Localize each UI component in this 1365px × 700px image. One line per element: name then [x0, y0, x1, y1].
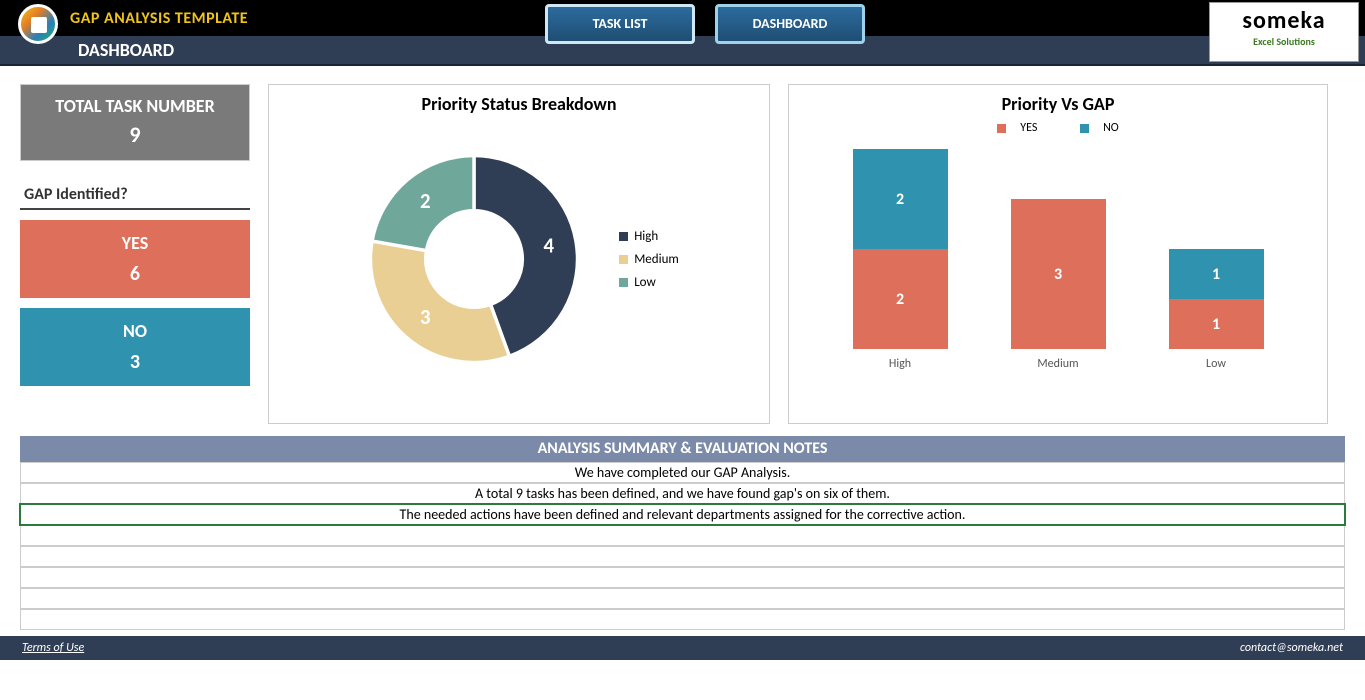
- bar-segment-yes: 2: [853, 249, 948, 349]
- logo: someka Excel Solutions: [1209, 2, 1359, 62]
- summary-row-empty[interactable]: [20, 609, 1345, 630]
- logo-text: someka: [1210, 6, 1358, 35]
- dashboard-button[interactable]: DASHBOARD: [715, 4, 865, 44]
- footer-bar: Terms of Use contact@someka.net: [0, 636, 1365, 660]
- bar-group: 11 Low: [1169, 249, 1264, 371]
- donut-slice: [371, 241, 510, 362]
- donut-slice-value: 4: [544, 233, 555, 259]
- donut-chart-card: Priority Status Breakdown 4 3 2 High Medium…: [268, 84, 770, 424]
- summary-row-empty[interactable]: [20, 525, 1345, 546]
- donut-legend-item: High: [619, 229, 679, 244]
- summary-header: ANALYSIS SUMMARY & EVALUATION NOTES: [20, 436, 1345, 462]
- summary-row[interactable]: A total 9 tasks has been defined, and we…: [20, 483, 1345, 504]
- dashboard-body: TOTAL TASK NUMBER 9 GAP Identified? YES …: [0, 66, 1365, 434]
- app-title: GAP ANALYSIS TEMPLATE: [70, 9, 248, 28]
- bar-legend-no: NO: [1103, 121, 1119, 135]
- sub-header: DASHBOARD TASK LIST DASHBOARD someka Exc…: [0, 36, 1365, 66]
- bar-chart-title: Priority Vs GAP: [801, 93, 1315, 115]
- bar-group: 3 Medium: [1011, 199, 1106, 371]
- bar-legend-yes: YES: [1020, 121, 1037, 135]
- gap-identified-header: GAP Identified?: [20, 179, 250, 210]
- bar-category-label: High: [853, 357, 948, 371]
- gap-no-label: NO: [20, 320, 250, 342]
- gap-no-value: 3: [20, 350, 250, 374]
- bar-segment-yes: 1: [1169, 299, 1264, 349]
- bar-category-label: Medium: [1011, 357, 1106, 371]
- total-tasks-value: 9: [21, 121, 249, 148]
- total-tasks-card: TOTAL TASK NUMBER 9: [20, 84, 250, 161]
- summary-row-empty[interactable]: [20, 567, 1345, 588]
- bar-segment-no: 2: [853, 149, 948, 249]
- bar-group: 22 High: [853, 149, 948, 371]
- gap-yes-card: YES 6: [20, 220, 250, 298]
- bars-container: 22 High 3 Medium 11 Low: [801, 141, 1315, 371]
- donut-chart-title: Priority Status Breakdown: [281, 93, 757, 115]
- page-title: DASHBOARD: [78, 39, 174, 61]
- summary-row-empty[interactable]: [20, 588, 1345, 609]
- metrics-column: TOTAL TASK NUMBER 9 GAP Identified? YES …: [20, 84, 250, 424]
- contact-email[interactable]: contact@someka.net: [1240, 641, 1343, 655]
- bar-category-label: Low: [1169, 357, 1264, 371]
- terms-link[interactable]: Terms of Use: [22, 641, 84, 655]
- bar-segment-no: 1: [1169, 249, 1264, 299]
- donut-chart-svg: 4 3 2: [359, 144, 589, 374]
- bar-chart-card: Priority Vs GAP YES NO 22 High 3 Medium 11 Lo…: [788, 84, 1328, 424]
- summary-row[interactable]: The needed actions have been defined and…: [20, 504, 1345, 525]
- nav-buttons: TASK LIST DASHBOARD: [545, 4, 865, 44]
- donut-slice-value: 2: [420, 188, 431, 214]
- summary-row[interactable]: We have completed our GAP Analysis.: [20, 462, 1345, 483]
- gap-no-card: NO 3: [20, 308, 250, 386]
- app-icon: [18, 4, 58, 44]
- bar-chart-legend: YES NO: [801, 121, 1315, 135]
- donut-legend: High Medium Low: [619, 221, 679, 298]
- bar-segment-yes: 3: [1011, 199, 1106, 349]
- logo-subtext: Excel Solutions: [1210, 35, 1358, 48]
- summary-row-empty[interactable]: [20, 546, 1345, 567]
- task-list-button[interactable]: TASK LIST: [545, 4, 695, 44]
- donut-legend-item: Medium: [619, 252, 679, 267]
- donut-slice-value: 3: [420, 304, 431, 330]
- total-tasks-label: TOTAL TASK NUMBER: [21, 95, 249, 117]
- gap-yes-value: 6: [20, 262, 250, 286]
- donut-legend-item: Low: [619, 275, 679, 290]
- gap-yes-label: YES: [20, 232, 250, 254]
